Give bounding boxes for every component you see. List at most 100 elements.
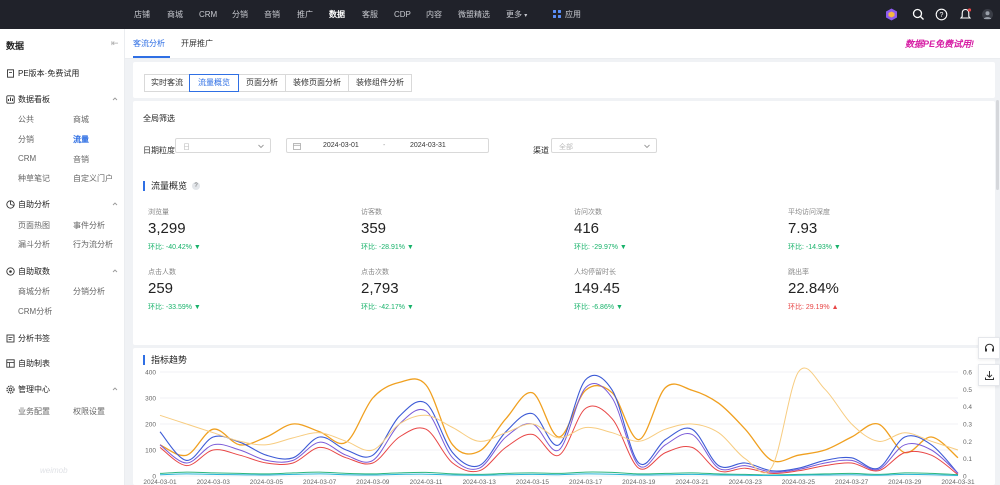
sidebar-item-mall-analysis[interactable]: 商城分析 (18, 287, 50, 296)
sidebar-item-crm-analysis[interactable]: CRM分析 (18, 307, 53, 316)
sidebar-item-event-analysis[interactable]: 事件分析 (73, 221, 105, 230)
nav-item-store[interactable]: 店铺 (134, 10, 150, 19)
chevron-down-icon (258, 144, 264, 149)
sidebar-group-bookmark[interactable]: 分析书签 (6, 333, 50, 344)
sidebar-item-marketing[interactable]: 音销 (73, 155, 89, 164)
title-accent-bar (143, 354, 145, 365)
granularity-select[interactable]: 日 (175, 138, 271, 153)
segment-decor-component-analysis[interactable]: 装修组件分析 (348, 74, 412, 92)
tab-splash-promotion[interactable]: 开屏推广 (181, 39, 213, 48)
sidebar-item-mall[interactable]: 商城 (73, 115, 89, 124)
trend-line-chart[interactable]: 0 100 200 300 400 0 0.1 0.2 0.3 0.4 0.5 0.6 2024-03-… (133, 366, 995, 485)
sidebar-group-self-fetch[interactable]: 自助取数 (6, 266, 50, 277)
y-tick-label: 0 (152, 474, 156, 481)
sidebar-item-behavior-flow[interactable]: 行为流分析 (73, 240, 113, 249)
nav-item-content[interactable]: 内容 (426, 10, 442, 19)
x-tick-label: 2024-03-21 (675, 479, 709, 485)
sidebar-item-custom-portal[interactable]: 自定义门户 (73, 174, 113, 183)
traffic-overview-panel: 流量概览 ? 浏览量 3,299 环比: -40.42% ▼ 访客数 359 环… (133, 170, 995, 345)
download-button[interactable] (978, 364, 1000, 386)
metric-click-users: 点击人数 259 环比: -33.59% ▼ (148, 267, 348, 312)
sidebar-item-distribution-analysis[interactable]: 分销分析 (73, 287, 105, 296)
nav-item-distribution[interactable]: 分销 (232, 10, 248, 19)
nav-item-crm[interactable]: CRM (199, 10, 218, 19)
y-tick-label: 300 (145, 396, 156, 403)
nav-item-service[interactable]: 客服 (362, 10, 378, 19)
apps-grid-icon (553, 10, 561, 18)
chevron-up-icon[interactable] (112, 386, 118, 392)
avatar[interactable] (981, 8, 994, 21)
nav-item-apps[interactable]: 应用 (565, 10, 581, 19)
sidebar-item-traffic[interactable]: 流量 (73, 135, 89, 144)
sidebar-group-dashboard[interactable]: 数据看板 (6, 94, 50, 105)
metric-change: 环比: -6.86% (574, 304, 615, 311)
sidebar-group-label: 管理中心 (18, 385, 50, 394)
segment-page-analysis[interactable]: 页面分析 (238, 74, 286, 92)
trend-title-text: 指标趋势 (151, 355, 188, 365)
x-tick-label: 2024-03-25 (782, 479, 816, 485)
tab-visitor-analysis[interactable]: 客流分析 (133, 39, 165, 48)
metric-change: 环比: -42.17% (361, 304, 405, 311)
arrow-down-icon: ▼ (193, 244, 201, 251)
bell-icon[interactable] (959, 8, 972, 21)
nav-item-weimob-select[interactable]: 微盟精选 (458, 10, 490, 19)
segment-decor-page-analysis[interactable]: 装修页面分析 (285, 74, 349, 92)
sidebar-item-distribution[interactable]: 分销 (18, 135, 34, 144)
sidebar-item-notes[interactable]: 种草笔记 (18, 174, 50, 183)
sidebar-item-public[interactable]: 公共 (18, 115, 34, 124)
sidebar-group-self-report[interactable]: 自助制表 (6, 358, 50, 369)
search-icon[interactable] (912, 8, 925, 21)
sidebar-group-label: 数据看板 (18, 95, 50, 104)
help-circle-icon[interactable]: ? (935, 8, 948, 21)
metric-page-views: 浏览量 3,299 环比: -40.42% ▼ (148, 207, 348, 252)
arrow-down-icon: ▼ (193, 304, 201, 311)
trend-panel: 指标趋势 0 100 200 300 400 0 0.1 0.2 0.3 0.4 0.5 0.6 202… (133, 348, 995, 485)
segment-traffic-overview[interactable]: 流量概览 (189, 74, 239, 92)
overview-title-text: 流量概览 (151, 181, 188, 191)
metric-change: 环比: -40.42% (148, 244, 192, 251)
database-icon (6, 267, 15, 276)
metric-avg-depth: 平均访问深度 7.93 环比: -14.93% ▼ (788, 207, 988, 252)
arrow-down-icon: ▼ (616, 304, 623, 311)
nav-item-mall[interactable]: 商城 (167, 10, 183, 19)
sidebar-item-funnel[interactable]: 漏斗分析 (18, 240, 50, 249)
chevron-up-icon[interactable] (112, 96, 118, 102)
metric-change: 环比: -28.91% (361, 244, 405, 251)
brand-hexagon-icon[interactable] (885, 8, 898, 21)
help-icon[interactable]: ? (192, 181, 201, 190)
sidebar-item-business-config[interactable]: 业务配置 (18, 407, 50, 416)
nav-item-promotion[interactable]: 推广 (297, 10, 313, 19)
metric-value: 2,793 (361, 280, 399, 297)
y2-tick-label: 0.2 (963, 439, 972, 446)
chevron-up-icon[interactable] (112, 201, 118, 207)
nav-item-marketing[interactable]: 音销 (264, 10, 280, 19)
sidebar-group-self-analysis[interactable]: 自助分析 (6, 199, 50, 210)
metric-label: 人均停留时长 (574, 269, 616, 276)
sidebar-item-crm[interactable]: CRM (18, 154, 37, 163)
nav-item-more[interactable]: 更多 ▾ (506, 0, 527, 29)
customer-service-button[interactable] (978, 337, 1000, 359)
collapse-sidebar-icon[interactable]: ⇤ (111, 38, 119, 48)
svg-text:?: ? (940, 12, 944, 19)
metric-change: 环比: -29.97% (574, 244, 618, 251)
series-line (159, 405, 959, 476)
sidebar-item-permission-settings[interactable]: 权限设置 (73, 407, 105, 416)
channel-select[interactable]: 全部 (551, 138, 657, 153)
sidebar-item-pe-trial[interactable]: PE版本·免费试用 (6, 68, 79, 79)
y2-tick-label: 0.3 (963, 422, 972, 429)
sidebar-group-management[interactable]: 管理中心 (6, 384, 50, 395)
x-tick-label: 2024-03-09 (356, 479, 390, 485)
analysis-icon (6, 200, 15, 209)
chevron-up-icon[interactable] (112, 268, 118, 274)
page-scrollbar[interactable] (996, 100, 999, 190)
metric-value: 7.93 (788, 220, 818, 237)
pe-trial-banner[interactable]: 数据PE免费试用! (905, 39, 975, 49)
sidebar-item-heatmap[interactable]: 页面热图 (18, 221, 50, 230)
filter-title: 全局筛选 (143, 114, 175, 123)
date-range-picker[interactable]: 2024-03-01 - 2024-03-31 (286, 138, 489, 153)
nav-item-cdp[interactable]: CDP (394, 10, 411, 19)
main-content: 客流分析 开屏推广 数据PE免费试用! 实时客流 流量概览 页面分析 装修页面分… (125, 29, 1000, 485)
segment-realtime[interactable]: 实时客流 (144, 74, 190, 92)
nav-item-data[interactable]: 数据 (329, 10, 345, 19)
metric-value: 22.84% (788, 280, 839, 297)
